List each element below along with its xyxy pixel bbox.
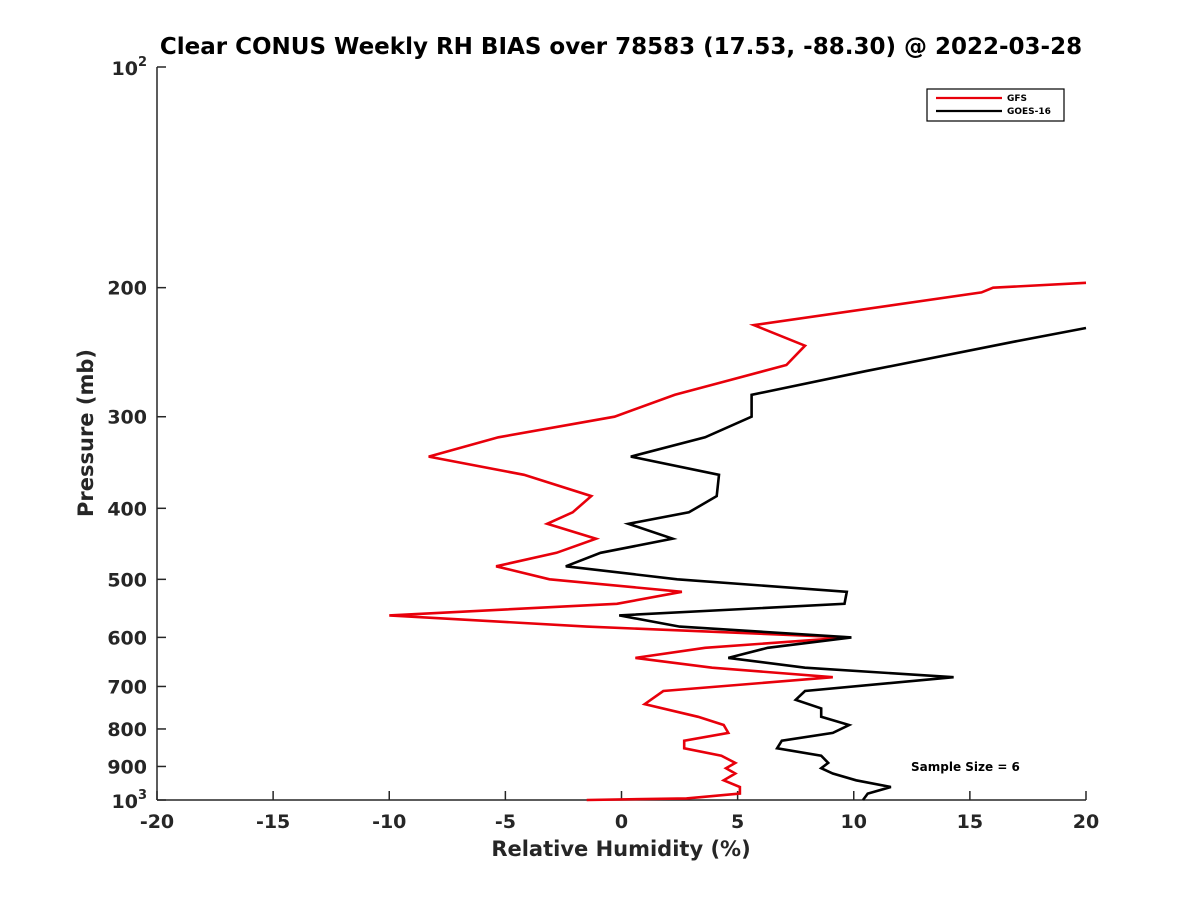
- sample-size-annotation: Sample Size = 6: [911, 760, 1020, 774]
- legend: GFS GOES-16: [926, 88, 1065, 122]
- y-tick-exponent: 2: [138, 55, 147, 70]
- x-tick-label: 10: [841, 811, 867, 833]
- x-tick-label: 5: [731, 811, 744, 833]
- y-tick-exponent: 3: [138, 788, 147, 803]
- y-tick-label: 900: [107, 756, 147, 778]
- x-tick-label: -20: [140, 811, 174, 833]
- x-tick-label: -10: [372, 811, 406, 833]
- y-tick-base: 10: [112, 791, 138, 813]
- x-tick-label: -5: [495, 811, 516, 833]
- chart-title: Clear CONUS Weekly RH BIAS over 78583 (1…: [160, 34, 1082, 60]
- legend-label-goes16: GOES-16: [1007, 107, 1051, 117]
- y-tick-label: 800: [107, 719, 147, 741]
- y-tick-label: 200: [107, 278, 147, 300]
- y-tick-label: 103: [112, 788, 148, 813]
- y-tick-label: 300: [107, 407, 147, 429]
- x-tick-label: 0: [615, 811, 628, 833]
- y-tick-label: 600: [107, 627, 147, 649]
- x-tick-label: 20: [1073, 811, 1099, 833]
- series-line-gfs: [389, 281, 1087, 802]
- x-tick-label: 15: [957, 811, 983, 833]
- legend-label-gfs: GFS: [1007, 94, 1027, 104]
- y-tick-base: 10: [112, 58, 138, 80]
- y-tick-label: 102: [112, 55, 148, 80]
- y-tick-label: 700: [107, 676, 147, 698]
- series-lines: [389, 281, 1087, 802]
- x-tick-label: -15: [256, 811, 290, 833]
- plot-area: [156, 67, 1086, 801]
- x-axis-ticks: -20 -15 -10 -5 0 5 10 15 20: [140, 791, 1099, 833]
- legend-box: [926, 88, 1065, 122]
- y-tick-label: 500: [107, 569, 147, 591]
- y-tick-label: 400: [107, 498, 147, 520]
- x-axis-label: Relative Humidity (%): [491, 837, 750, 861]
- series-line-goes16: [565, 326, 1087, 801]
- y-axis-label: Pressure (mb): [74, 349, 98, 517]
